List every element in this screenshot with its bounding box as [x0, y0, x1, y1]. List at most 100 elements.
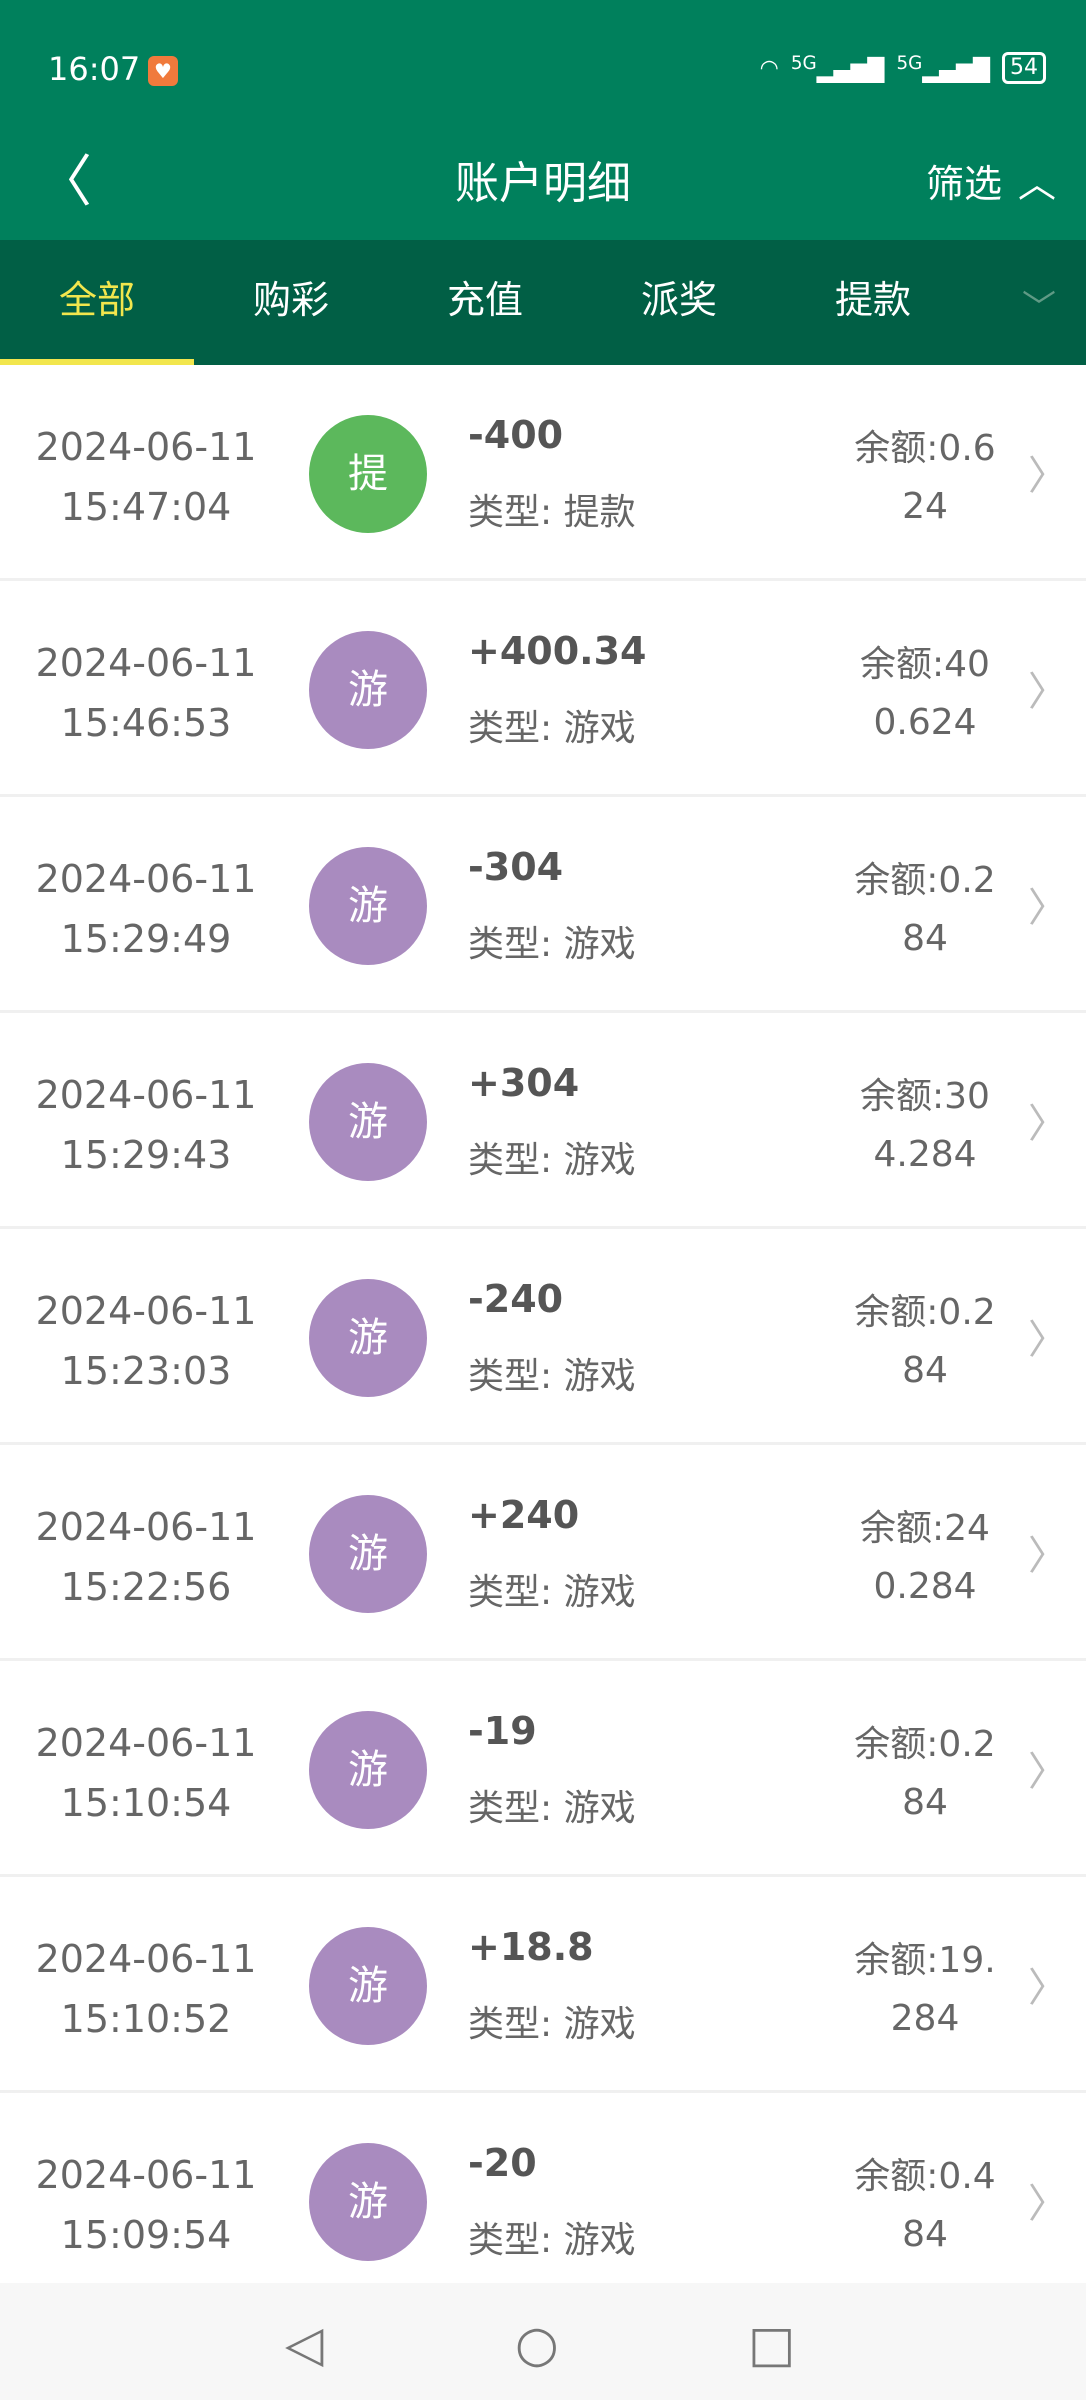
tab-all[interactable]: 全部: [0, 240, 194, 365]
record-balance: 余额:0.284: [854, 1724, 996, 1823]
record-row[interactable]: 2024-06-11 15:10:52 游 +18.8 类型: 游戏 余额:19.…: [0, 1877, 1086, 2093]
chevron-right-icon: 〉: [1028, 1101, 1068, 1147]
chevron-right-icon: 〉: [1028, 1533, 1068, 1579]
record-amount: -304: [468, 845, 564, 889]
record-type: 类型: 提款: [468, 492, 636, 533]
nav-back-icon[interactable]: ◁: [285, 2315, 324, 2373]
filter-button[interactable]: 筛选 ︿: [926, 156, 1056, 212]
record-amount: +400.34: [468, 629, 647, 673]
record-type: 类型: 游戏: [468, 708, 636, 749]
record-row[interactable]: 2024-06-11 15:23:03 游 -240 类型: 游戏 余额:0.28…: [0, 1229, 1086, 1445]
type-badge: 游: [309, 1927, 427, 2045]
record-amount: -20: [468, 2141, 537, 2185]
record-amount: +304: [468, 1061, 580, 1105]
type-badge: 游: [309, 1711, 427, 1829]
signal-icon-2: 5G▂▄▆█: [896, 52, 990, 84]
record-row[interactable]: 2024-06-11 15:29:49 游 -304 类型: 游戏 余额:0.28…: [0, 797, 1086, 1013]
record-type: 类型: 游戏: [468, 1788, 636, 1829]
type-badge: 游: [309, 2143, 427, 2261]
record-balance: 余额:304.284: [860, 1076, 990, 1175]
type-badge: 游: [309, 1063, 427, 1181]
record-date: 2024-06-11: [35, 1937, 257, 1981]
record-datetime: 2024-06-11 15:23:03: [20, 1281, 272, 1401]
health-app-icon: ♥: [148, 56, 178, 86]
record-date: 2024-06-11: [35, 2153, 257, 2197]
record-date: 2024-06-11: [35, 641, 257, 685]
record-type: 类型: 游戏: [468, 924, 636, 965]
record-time: 15:23:03: [60, 1349, 232, 1393]
record-time: 15:09:54: [60, 2213, 232, 2257]
record-row[interactable]: 2024-06-11 15:46:53 游 +400.34 类型: 游戏 余额:4…: [0, 581, 1086, 797]
record-time: 15:10:52: [60, 1997, 232, 2041]
record-type: 类型: 游戏: [468, 2004, 636, 2045]
chevron-down-icon[interactable]: ﹀: [1022, 288, 1056, 328]
signal-icon: 5G▂▄▆█: [790, 52, 885, 84]
record-row[interactable]: 2024-06-11 15:09:54 游 -20 类型: 游戏 余额:0.484…: [0, 2093, 1086, 2309]
record-row[interactable]: 2024-06-11 15:47:04 提 -400 类型: 提款 余额:0.62…: [0, 365, 1086, 581]
record-time: 15:22:56: [60, 1565, 232, 1609]
record-type: 类型: 游戏: [468, 1572, 636, 1613]
record-amount: +240: [468, 1493, 580, 1537]
record-time: 15:46:53: [60, 701, 232, 745]
record-date: 2024-06-11: [35, 425, 257, 469]
chevron-right-icon: 〉: [1028, 885, 1068, 931]
status-time: 16:07: [48, 50, 141, 88]
filter-label: 筛选: [925, 162, 1002, 206]
record-time: 15:10:54: [60, 1781, 232, 1825]
system-icons: ◠ 5G▂▄▆█ 5G▂▄▆█ 54: [760, 52, 1046, 84]
record-amount: -240: [468, 1277, 564, 1321]
record-balance: 余额:400.624: [860, 644, 990, 743]
type-badge: 提: [309, 415, 427, 533]
record-date: 2024-06-11: [35, 1721, 257, 1765]
battery-icon: 54: [1002, 52, 1046, 84]
status-bar: 16:07 ♥ ◠ 5G▂▄▆█ 5G▂▄▆█ 54: [0, 0, 1086, 130]
tab-bar: 全部 购彩 充值 派奖 提款 ﹀: [0, 240, 1086, 365]
record-row[interactable]: 2024-06-11 15:29:43 游 +304 类型: 游戏 余额:304.…: [0, 1013, 1086, 1229]
wifi-icon: ◠: [759, 55, 779, 81]
record-row[interactable]: 2024-06-11 15:22:56 游 +240 类型: 游戏 余额:240.…: [0, 1445, 1086, 1661]
record-type: 类型: 游戏: [468, 1356, 636, 1397]
chevron-right-icon: 〉: [1028, 2181, 1068, 2227]
record-balance: 余额:0.284: [854, 1292, 996, 1391]
record-row[interactable]: 2024-06-11 15:10:54 游 -19 类型: 游戏 余额:0.284…: [0, 1661, 1086, 1877]
record-type: 类型: 游戏: [468, 1140, 636, 1181]
type-badge: 游: [309, 847, 427, 965]
navigation-bar: ◁ ○ □: [0, 2283, 1086, 2400]
chevron-right-icon: 〉: [1028, 1965, 1068, 2011]
record-date: 2024-06-11: [35, 857, 257, 901]
record-list: 2024-06-11 15:47:04 提 -400 类型: 提款 余额:0.62…: [0, 365, 1086, 2309]
tab-withdraw[interactable]: 提款: [834, 278, 911, 322]
tab-prize[interactable]: 派奖: [640, 278, 717, 322]
record-time: 15:29:49: [60, 917, 232, 961]
record-time: 15:47:04: [60, 485, 232, 529]
record-date: 2024-06-11: [35, 1289, 257, 1333]
tab-recharge[interactable]: 充值: [446, 278, 523, 322]
record-date: 2024-06-11: [35, 1505, 257, 1549]
chevron-right-icon: 〉: [1028, 1317, 1068, 1363]
nav-recents-icon[interactable]: □: [748, 2315, 796, 2373]
record-amount: +18.8: [468, 1925, 594, 1969]
record-balance: 余额:0.624: [854, 428, 996, 527]
record-date: 2024-06-11: [35, 1073, 257, 1117]
record-time: 15:29:43: [60, 1133, 232, 1177]
back-icon[interactable]: 〈: [36, 150, 92, 215]
tab-purchase[interactable]: 购彩: [252, 278, 329, 322]
app-header: 〈 账户明细 筛选 ︿: [0, 130, 1086, 240]
record-datetime: 2024-06-11 15:47:04: [20, 417, 272, 537]
chevron-right-icon: 〉: [1028, 1749, 1068, 1795]
chevron-up-icon: ︿: [1017, 162, 1056, 206]
record-datetime: 2024-06-11 15:09:54: [20, 2145, 272, 2265]
chevron-right-icon: 〉: [1028, 669, 1068, 715]
record-balance: 余额:19.284: [854, 1940, 996, 2039]
record-balance: 余额:240.284: [860, 1508, 990, 1607]
chevron-right-icon: 〉: [1028, 453, 1068, 499]
page-title: 账户明细: [455, 158, 631, 209]
type-badge: 游: [309, 1279, 427, 1397]
record-balance: 余额:0.484: [854, 2156, 996, 2255]
record-datetime: 2024-06-11 15:10:54: [20, 1713, 272, 1833]
nav-home-icon[interactable]: ○: [515, 2315, 559, 2373]
record-datetime: 2024-06-11 15:22:56: [20, 1497, 272, 1617]
record-type: 类型: 游戏: [468, 2220, 636, 2261]
record-datetime: 2024-06-11 15:29:49: [20, 849, 272, 969]
type-badge: 游: [309, 1495, 427, 1613]
